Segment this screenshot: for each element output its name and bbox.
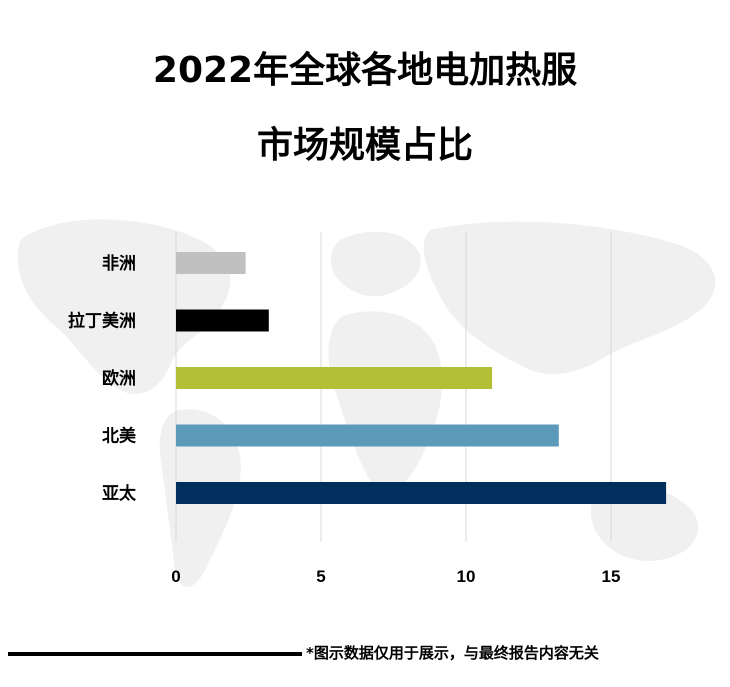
chart-title-line-2: 市场规模占比 <box>256 125 473 166</box>
category-label-2: 欧洲 <box>102 368 136 389</box>
footnote: *图示数据仅用于展示，与最终报告内容无关 <box>306 644 599 662</box>
chart-title-line-1: 2022年全球各地电加热服 <box>152 50 578 91</box>
category-label-1: 拉丁美洲 <box>68 311 136 332</box>
bar-3 <box>176 424 559 447</box>
x-tick-label-15: 15 <box>602 567 621 586</box>
bar-0 <box>176 252 246 274</box>
bar-1 <box>176 309 269 332</box>
x-tick-label-10: 10 <box>457 567 476 586</box>
footer-rule <box>8 652 302 656</box>
category-label-0: 非洲 <box>102 253 136 274</box>
x-tick-label-5: 5 <box>316 567 325 586</box>
world-map-background <box>17 219 716 587</box>
category-label-4: 亚太 <box>102 483 137 504</box>
category-label-3: 北美 <box>102 426 137 447</box>
bar-2 <box>176 367 493 389</box>
bar-4 <box>176 482 667 504</box>
x-tick-label-0: 0 <box>171 567 180 586</box>
